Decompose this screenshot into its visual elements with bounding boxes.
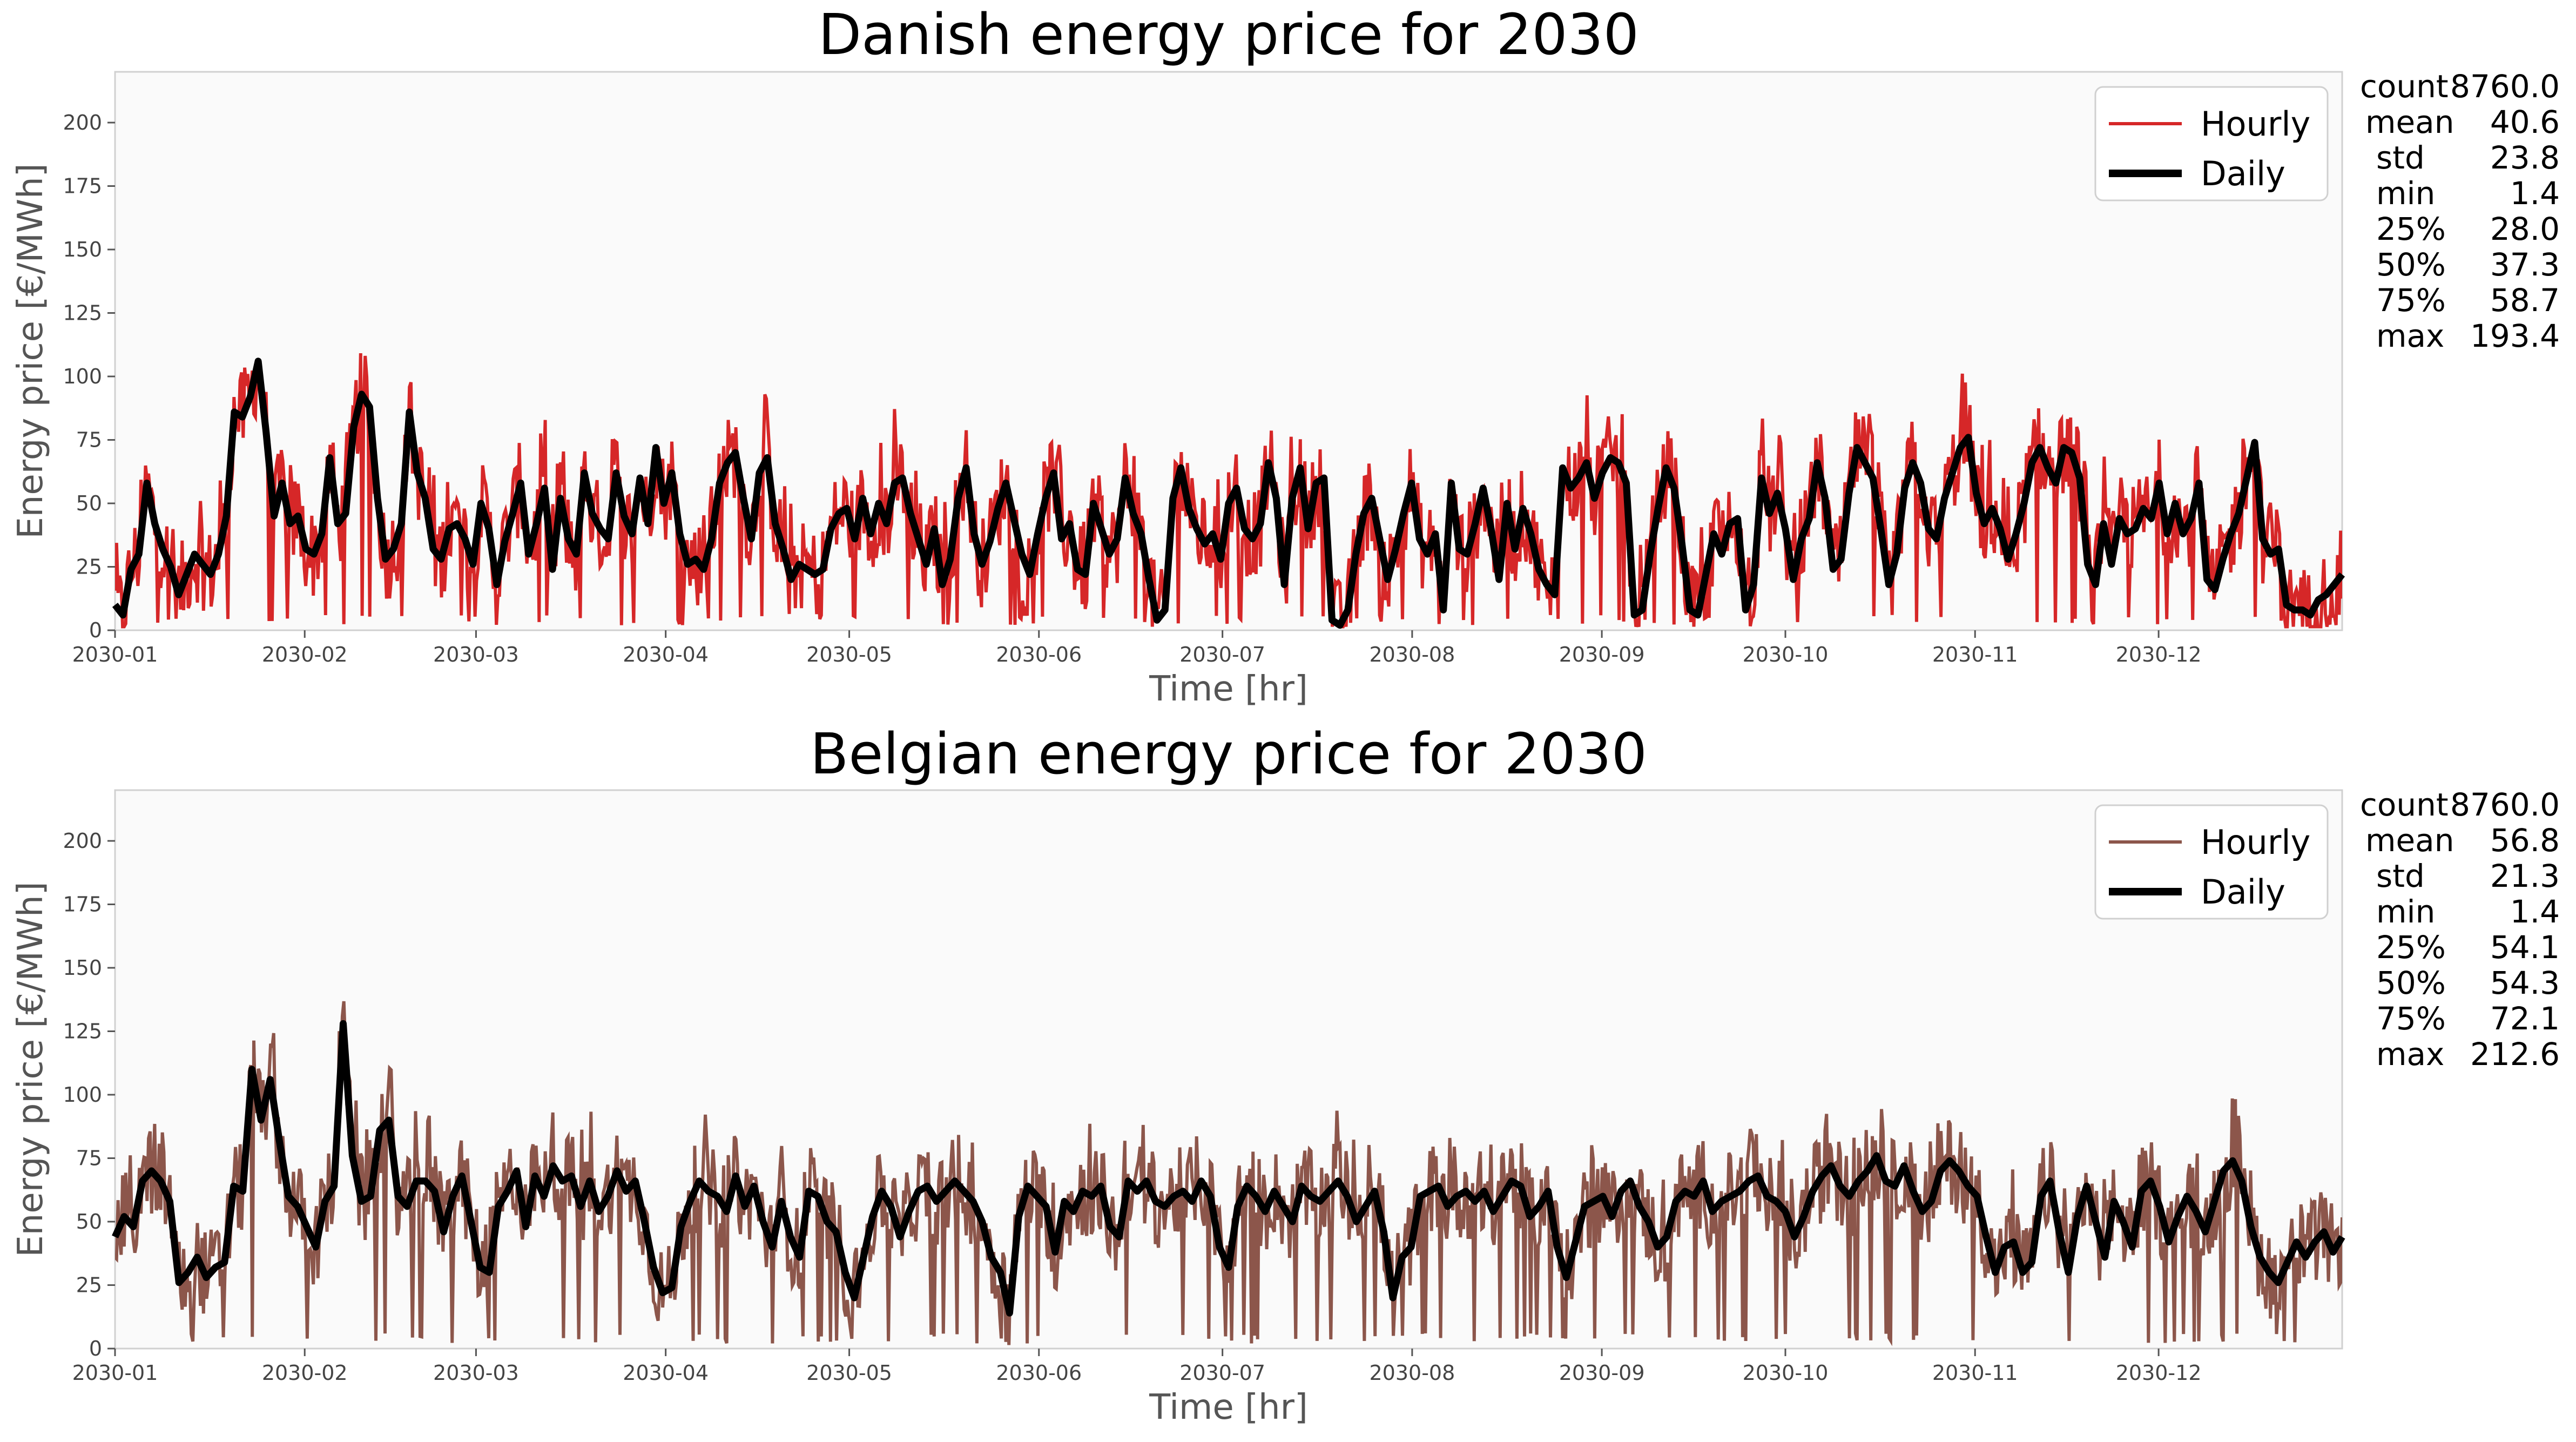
x-tick-label: 2030-03 xyxy=(433,1361,519,1385)
y-tick-label: 175 xyxy=(63,893,102,917)
stats-value: 21.3 xyxy=(2490,858,2560,894)
x-tick-label: 2030-07 xyxy=(1179,643,1265,666)
stats-value: 8760.0 xyxy=(2450,68,2560,105)
x-tick-label: 2030-01 xyxy=(72,643,158,666)
y-tick-label: 200 xyxy=(63,111,102,134)
legend-label-hourly: Hourly xyxy=(2201,104,2310,144)
legend-label-daily: Daily xyxy=(2201,872,2285,912)
x-tick-label: 2030-08 xyxy=(1369,643,1455,666)
y-tick-label: 150 xyxy=(63,956,102,980)
x-tick-label: 2030-01 xyxy=(72,1361,158,1385)
stats-value: 40.6 xyxy=(2490,104,2560,140)
stats-value: 1.4 xyxy=(2510,175,2560,212)
x-tick-label: 2030-10 xyxy=(1743,1361,1829,1385)
y-tick-label: 0 xyxy=(89,618,102,642)
y-tick-label: 0 xyxy=(89,1337,102,1360)
x-tick-label: 2030-07 xyxy=(1179,1361,1265,1385)
hourly-series-line xyxy=(115,1001,2342,1346)
y-tick-label: 125 xyxy=(63,1020,102,1043)
stats-key: min xyxy=(2376,893,2435,930)
stats-key: std xyxy=(2376,139,2425,176)
x-tick-label: 2030-02 xyxy=(262,1361,348,1385)
x-tick-label: 2030-03 xyxy=(433,643,519,666)
stats-value: 37.3 xyxy=(2490,246,2560,283)
x-tick-label: 2030-09 xyxy=(1559,1361,1645,1385)
x-tick-label: 2030-09 xyxy=(1559,643,1645,666)
stats-key: count xyxy=(2360,786,2449,823)
stats-value: 56.8 xyxy=(2490,822,2560,859)
stats-value: 193.4 xyxy=(2470,318,2560,354)
stats-key: max xyxy=(2376,318,2444,354)
y-tick-label: 200 xyxy=(63,829,102,853)
stats-key: std xyxy=(2376,858,2425,894)
stats-key: 50% xyxy=(2376,965,2446,1001)
legend-label-daily: Daily xyxy=(2201,154,2285,193)
x-tick-label: 2030-06 xyxy=(996,643,1082,666)
stats-value: 58.7 xyxy=(2490,282,2560,319)
x-tick-label: 2030-10 xyxy=(1743,643,1829,666)
x-axis-label: Time [hr] xyxy=(1149,1387,1308,1427)
y-tick-label: 175 xyxy=(63,174,102,198)
daily-series-line xyxy=(112,358,2345,629)
stats-key: 25% xyxy=(2376,929,2446,966)
y-tick-label: 100 xyxy=(63,365,102,388)
y-tick-label: 100 xyxy=(63,1083,102,1107)
x-tick-label: 2030-06 xyxy=(996,1361,1082,1385)
y-axis-label: Energy price [€/MWh] xyxy=(11,881,51,1257)
stats-key: mean xyxy=(2365,104,2454,140)
x-tick-label: 2030-05 xyxy=(806,1361,892,1385)
stats-key: max xyxy=(2376,1036,2444,1073)
chart-panel-1: Danish energy price for 2030 0 25 50 75 100 12… xyxy=(11,2,2560,709)
stats-key: 75% xyxy=(2376,282,2446,319)
x-tick-label: 2030-02 xyxy=(262,643,348,666)
x-tick-label: 2030-12 xyxy=(2116,1361,2202,1385)
x-tick-label: 2030-04 xyxy=(623,1361,709,1385)
stats-value: 72.1 xyxy=(2490,1000,2560,1037)
x-tick-label: 2030-05 xyxy=(806,643,892,666)
y-tick-label: 75 xyxy=(76,428,102,452)
chart-title: Belgian energy price for 2030 xyxy=(810,721,1647,787)
x-axis-label: Time [hr] xyxy=(1149,669,1308,709)
stats-value: 54.1 xyxy=(2490,929,2560,966)
chart-panel-2: Belgian energy price for 2030 0 25 50 75 100 1… xyxy=(11,721,2560,1427)
stats-key: count xyxy=(2360,68,2449,105)
x-tick-label: 2030-11 xyxy=(1932,643,2018,666)
x-tick-label: 2030-11 xyxy=(1932,1361,2018,1385)
stats-key: 25% xyxy=(2376,211,2446,247)
stats-value: 1.4 xyxy=(2510,893,2560,930)
stats-value: 28.0 xyxy=(2490,211,2560,247)
stats-value: 23.8 xyxy=(2490,139,2560,176)
stats-key: 50% xyxy=(2376,246,2446,283)
stats-key: mean xyxy=(2365,822,2454,859)
chart-title: Danish energy price for 2030 xyxy=(818,2,1639,68)
stats-value: 8760.0 xyxy=(2450,786,2560,823)
stats-key: 75% xyxy=(2376,1000,2446,1037)
stats-key: min xyxy=(2376,175,2435,212)
y-tick-label: 125 xyxy=(63,301,102,325)
x-tick-label: 2030-08 xyxy=(1369,1361,1455,1385)
x-tick-label: 2030-04 xyxy=(623,643,709,666)
y-tick-label: 25 xyxy=(76,555,102,579)
stats-value: 54.3 xyxy=(2490,965,2560,1001)
y-tick-label: 25 xyxy=(76,1273,102,1297)
y-tick-label: 75 xyxy=(76,1147,102,1170)
y-tick-label: 150 xyxy=(63,238,102,261)
y-tick-label: 50 xyxy=(76,491,102,515)
stats-value: 212.6 xyxy=(2470,1036,2560,1073)
y-axis-label: Energy price [€/MWh] xyxy=(11,163,51,538)
x-tick-label: 2030-12 xyxy=(2116,643,2202,666)
legend-label-hourly: Hourly xyxy=(2201,823,2310,862)
y-tick-label: 50 xyxy=(76,1210,102,1234)
daily-series-line xyxy=(112,1020,2345,1317)
